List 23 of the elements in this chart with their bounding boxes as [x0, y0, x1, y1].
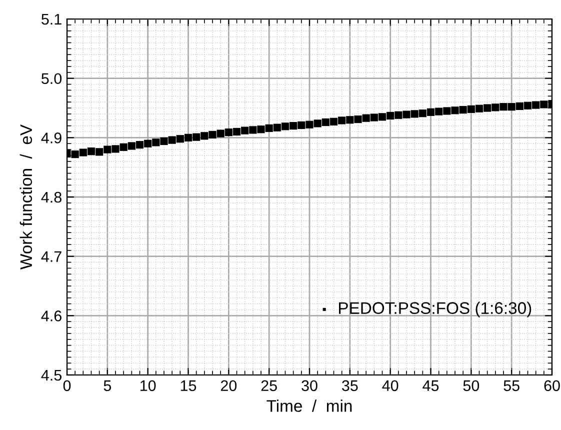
- y-tick-label: 4.6: [41, 310, 62, 322]
- x-tick-label: 60: [544, 380, 560, 392]
- x-axis-title: Time / min: [266, 400, 352, 412]
- x-tick-label: 55: [504, 380, 520, 392]
- x-tick-label: 15: [180, 380, 196, 392]
- y-tick-label: 4.7: [41, 251, 62, 262]
- y-tick-label: 5.0: [42, 73, 62, 84]
- y-tick-label: 4.8: [41, 192, 62, 203]
- x-tick-label: 45: [422, 380, 439, 392]
- x-tick-label: 30: [302, 380, 318, 392]
- x-tick-label: 0: [63, 380, 71, 392]
- x-tick-label: 5: [104, 380, 112, 392]
- legend-label: PEDOT:PSS:FOS (1:6:30): [339, 302, 532, 318]
- y-tick-label: 5.1: [42, 14, 62, 25]
- x-tick-label: 50: [463, 380, 480, 392]
- y-tick-label: 4.5: [41, 370, 62, 381]
- y-tick-label: 4.9: [41, 132, 62, 144]
- x-tick-label: 40: [382, 380, 398, 392]
- y-axis-title: Work function / eV: [20, 124, 32, 270]
- x-tick-label: 25: [261, 380, 277, 392]
- x-tick-label: 10: [140, 380, 156, 392]
- x-tick-label: 35: [342, 380, 358, 392]
- x-tick-label: 20: [220, 380, 237, 392]
